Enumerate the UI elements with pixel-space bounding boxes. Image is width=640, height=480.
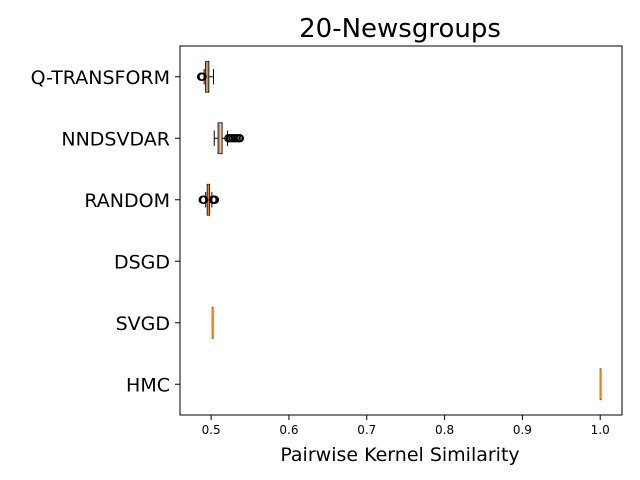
x-tick-label: 0.8 xyxy=(435,423,454,437)
x-tick-label: 0.6 xyxy=(279,423,298,437)
box-random xyxy=(198,183,220,216)
x-tick-label: 0.7 xyxy=(357,423,376,437)
x-axis: 0.5 0.6 0.7 0.8 0.9 1.0 xyxy=(202,415,610,437)
y-category-label: HMC xyxy=(126,374,170,396)
outlier-point xyxy=(210,195,220,204)
y-category-label: Q-TRANSFORM xyxy=(31,67,170,89)
x-tick-label: 0.9 xyxy=(513,423,532,437)
x-tick-label: 0.5 xyxy=(202,423,221,437)
box-q-transform xyxy=(196,60,214,93)
y-axis: Q-TRANSFORM NNDSVDAR RANDOM DSGD SVGD HMC xyxy=(31,67,180,396)
box-svgd xyxy=(211,306,214,339)
plot-frame xyxy=(179,45,623,416)
box-hmc xyxy=(599,368,602,401)
y-category-label: NNDSVDAR xyxy=(61,128,170,150)
outlier-point xyxy=(198,72,207,81)
x-axis-label: Pairwise Kernel Similarity xyxy=(280,444,519,466)
outlier-point xyxy=(235,134,245,143)
box-nndsvdar xyxy=(213,122,245,155)
outlier-point xyxy=(200,195,209,204)
y-category-label: DSGD xyxy=(114,251,170,273)
x-tick-label: 1.0 xyxy=(591,423,610,437)
plot-area xyxy=(196,60,602,401)
y-category-label: RANDOM xyxy=(84,190,170,212)
chart-title: 20-Newsgroups xyxy=(299,14,501,44)
y-category-label: SVGD xyxy=(116,313,170,335)
